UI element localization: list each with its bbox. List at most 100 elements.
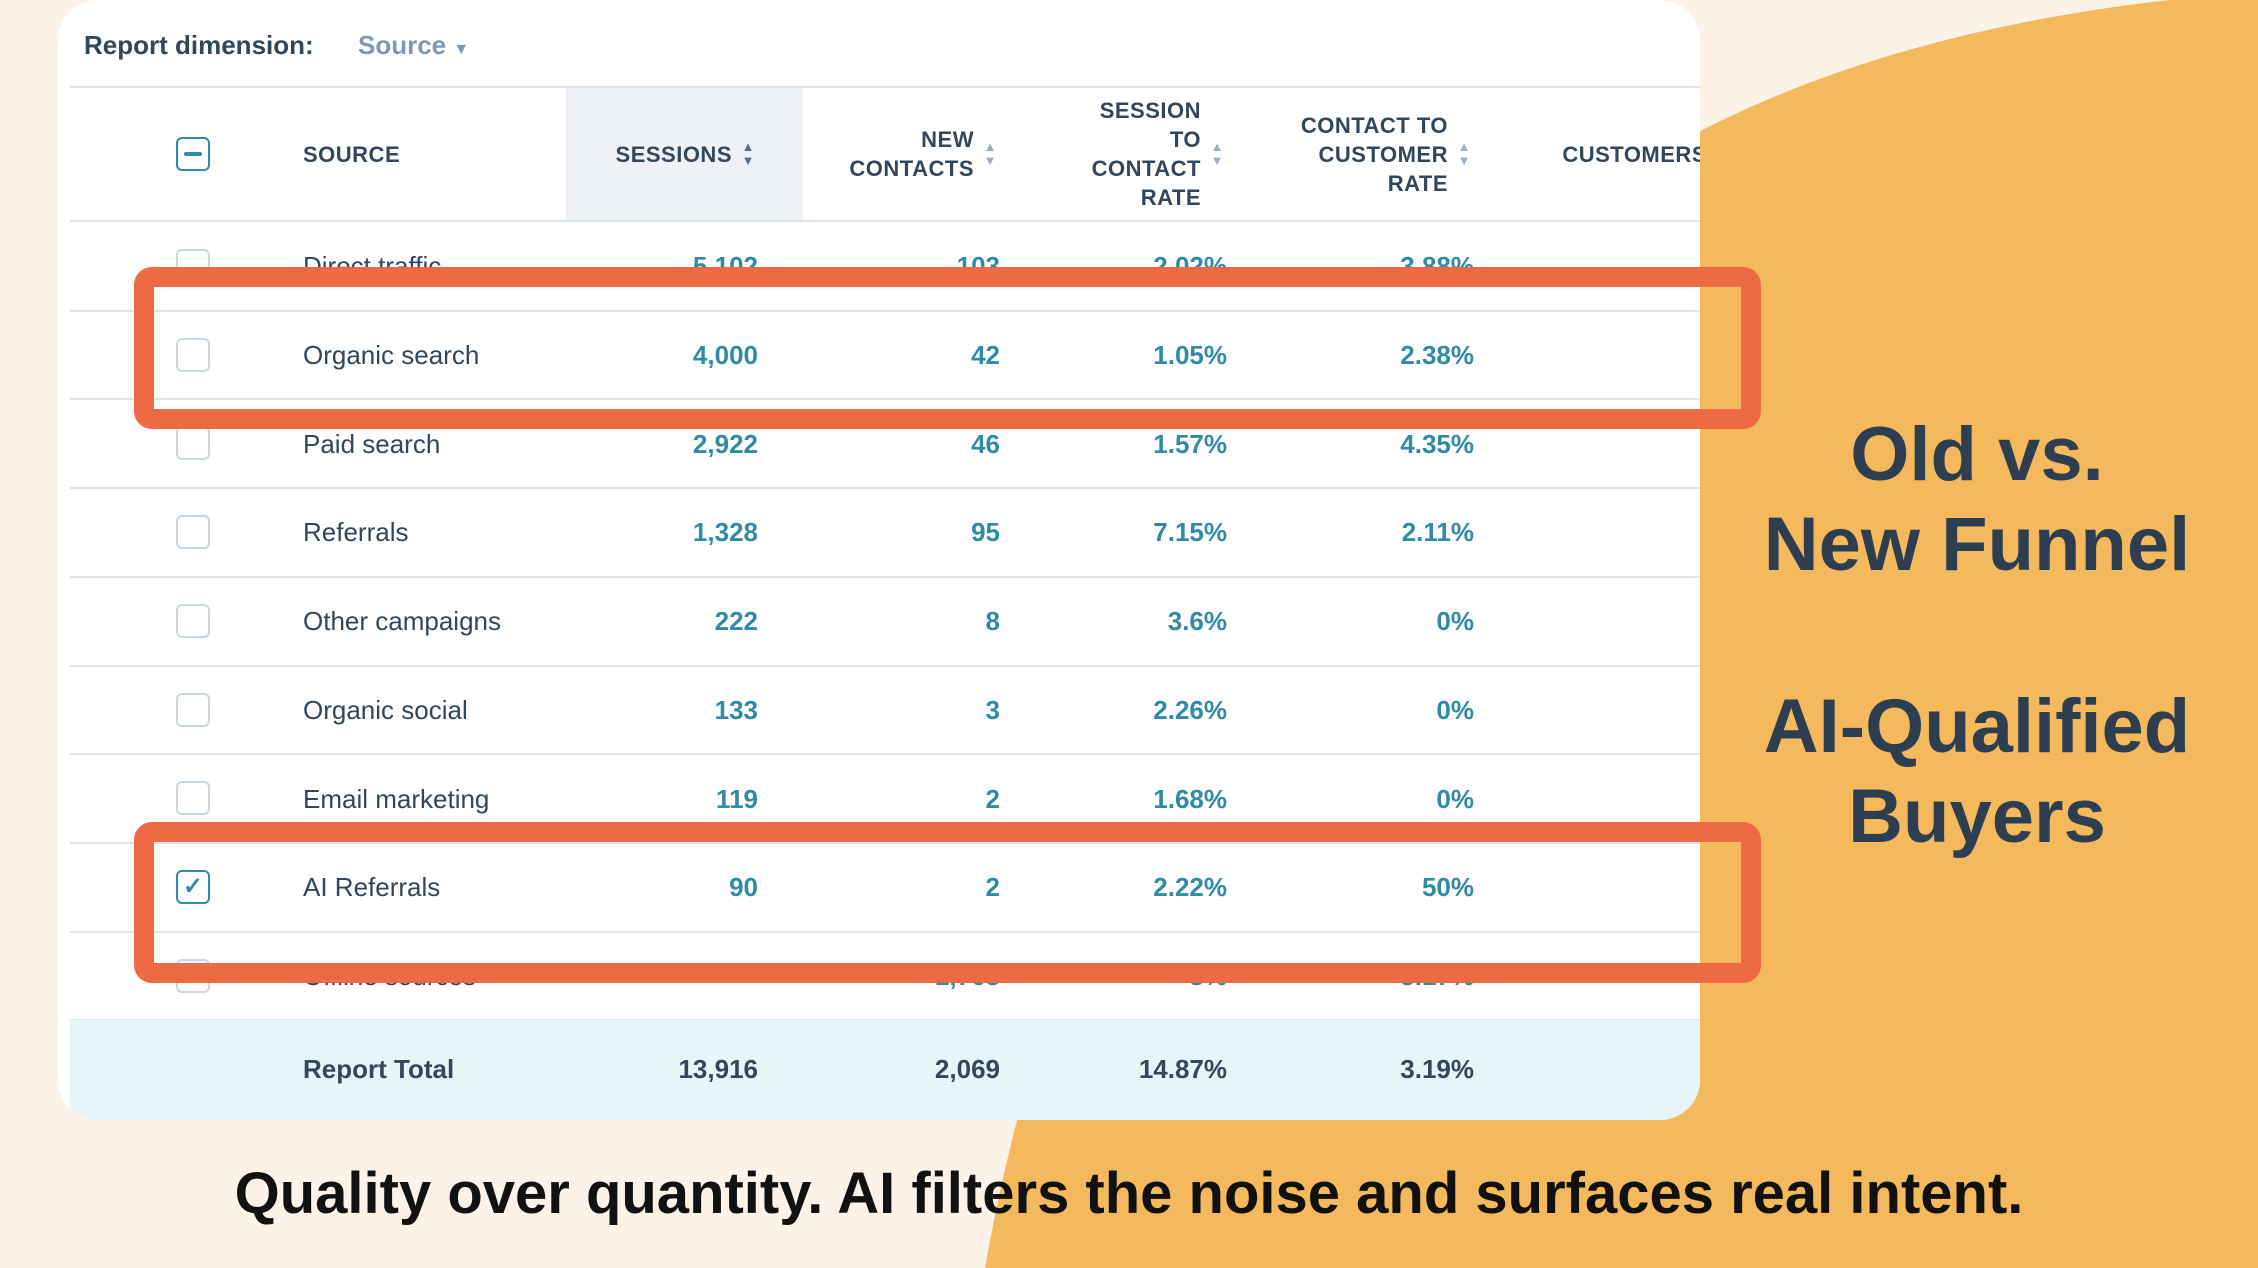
sort-arrows: ▲ ▼ xyxy=(1457,139,1471,168)
total-value: 66 xyxy=(1533,1054,1700,1084)
total-value: 2,069 xyxy=(934,1054,1000,1085)
total-value: 13,916 xyxy=(678,1054,758,1085)
metric-value: 2 xyxy=(985,872,1000,903)
row-checkbox[interactable] xyxy=(176,426,210,461)
source-name: AI Referrals xyxy=(303,872,441,903)
metric-value: 4,000 xyxy=(692,340,758,371)
total-label: Report Total xyxy=(303,1054,455,1085)
source-name: Referrals xyxy=(303,517,409,548)
callout-line: AI-Qualified xyxy=(1763,684,2191,769)
row-border xyxy=(70,398,1700,401)
row-border xyxy=(70,753,1700,756)
row-checkbox[interactable] xyxy=(176,515,210,550)
column-header[interactable]: SOURCE xyxy=(303,142,401,167)
sort-arrows: ▲ ▼ xyxy=(1210,139,1224,168)
column-header-cell[interactable]: CUSTOMERS▲▼ xyxy=(1533,86,1700,222)
metric-value: 2 xyxy=(985,783,1000,814)
metric-value: 103 xyxy=(956,251,1000,282)
metric-value: 133 xyxy=(714,694,758,725)
metric-value: 2 xyxy=(1533,429,1700,459)
metric-value: 95 xyxy=(971,517,1000,548)
row-border xyxy=(70,841,1700,844)
metric-value: 3.17% xyxy=(1400,960,1474,991)
metric-value: 7.15% xyxy=(1153,517,1227,548)
metric-value: 1.68% xyxy=(1153,783,1227,814)
metric-value: 46 xyxy=(971,428,1000,459)
metric-value: – xyxy=(1533,784,1700,814)
row-border xyxy=(70,309,1700,312)
metric-value: 2 xyxy=(1533,517,1700,547)
source-name: Other campaigns xyxy=(303,606,501,637)
metric-value: 1.05% xyxy=(1153,340,1227,371)
total-value: 3.19% xyxy=(1400,1054,1474,1085)
sort-arrows: ▲ ▼ xyxy=(983,139,997,168)
total-row xyxy=(70,1020,1700,1120)
metric-value: 1.57% xyxy=(1153,428,1227,459)
checkbox-dash xyxy=(184,152,202,156)
metric-value: 3 xyxy=(985,694,1000,725)
sessions-column-highlight xyxy=(566,86,803,222)
metric-value: 3.6% xyxy=(1167,606,1227,637)
dimension-dropdown[interactable]: Source ▼ xyxy=(358,30,470,60)
source-name: Organic social xyxy=(303,694,468,725)
row-checkbox[interactable] xyxy=(176,692,210,727)
source-name: Offline sources xyxy=(303,960,476,991)
row-checkbox[interactable] xyxy=(176,249,210,283)
row-border xyxy=(70,487,1700,490)
source-name: Organic search xyxy=(303,340,480,371)
column-header-cell[interactable]: SESSION TO CONTACT RATE ▲ ▼ xyxy=(1027,86,1227,222)
metric-value: 3.88% xyxy=(1400,251,1474,282)
metric-value: 56 xyxy=(1533,961,1700,991)
source-name: Paid search xyxy=(303,428,441,459)
row-checkbox[interactable]: ✓ xyxy=(176,869,210,904)
dimension-value: Source xyxy=(358,30,447,60)
metric-value: 1 xyxy=(1533,340,1700,370)
metric-value: 1,768 xyxy=(934,960,1000,991)
row-border xyxy=(70,664,1700,667)
metric-value: 90 xyxy=(729,872,758,903)
metric-value: 1 xyxy=(1533,872,1700,902)
metric-value: 0% xyxy=(1436,783,1474,814)
metric-value: 2.26% xyxy=(1153,694,1227,725)
row-checkbox[interactable] xyxy=(176,603,210,638)
metric-value: 8 xyxy=(985,606,1000,637)
metric-value: 2,922 xyxy=(692,428,758,459)
metric-value: 50% xyxy=(1421,872,1474,903)
row-border xyxy=(70,575,1700,578)
metric-value: 4.35% xyxy=(1400,428,1474,459)
total-value: 14.87% xyxy=(1138,1054,1227,1085)
metric-value: 0% xyxy=(1436,606,1474,637)
metric-value: 0% xyxy=(1436,694,1474,725)
metric-value: 3% xyxy=(1189,960,1227,991)
metric-value: – xyxy=(1533,606,1700,636)
sort-arrows: ▲ ▼ xyxy=(741,139,755,168)
dimension-label: Report dimension: xyxy=(84,30,314,60)
callout-line: New Funnel xyxy=(1763,502,2191,587)
callout-line: Buyers xyxy=(1848,774,2106,859)
report-table: SOURCE SESSIONS ▲ ▼ NEW CONTACTS ▲ ▼ SESSION TO… xyxy=(70,86,1700,1120)
select-all-checkbox[interactable] xyxy=(176,137,210,171)
metric-value: 2.38% xyxy=(1400,340,1474,371)
column-header: NEW CONTACTS xyxy=(849,127,974,181)
callout-line: Old vs. xyxy=(1850,412,2104,497)
row-checkbox[interactable] xyxy=(176,958,210,993)
metric-value: 2.11% xyxy=(1401,517,1474,548)
metric-value: 42 xyxy=(971,340,1000,371)
source-name: Email marketing xyxy=(303,783,490,814)
row-checkbox[interactable] xyxy=(176,337,210,372)
column-header-cell[interactable]: SESSIONS ▲ ▼ xyxy=(558,86,758,222)
column-header: SESSION TO CONTACT RATE xyxy=(1091,98,1201,210)
row-border xyxy=(70,930,1700,933)
row-checkbox[interactable] xyxy=(176,781,210,816)
metric-value: 4 xyxy=(1533,251,1700,281)
metric-value: 222 xyxy=(714,606,758,637)
column-header: SESSIONS xyxy=(615,141,732,167)
column-header: CONTACT TO CUSTOMER RATE xyxy=(1300,112,1448,196)
column-header-cell[interactable]: CONTACT TO CUSTOMER RATE ▲ ▼ xyxy=(1274,86,1474,222)
report-card: Report dimension: Source ▼ SOURCE SESSION… xyxy=(58,0,1700,1120)
metric-value: 2.22% xyxy=(1153,872,1227,903)
column-header-cell[interactable]: NEW CONTACTS ▲ ▼ xyxy=(800,86,1000,222)
caption: Quality over quantity. AI filters the no… xyxy=(234,1161,2024,1226)
metric-value: – xyxy=(1533,695,1700,725)
